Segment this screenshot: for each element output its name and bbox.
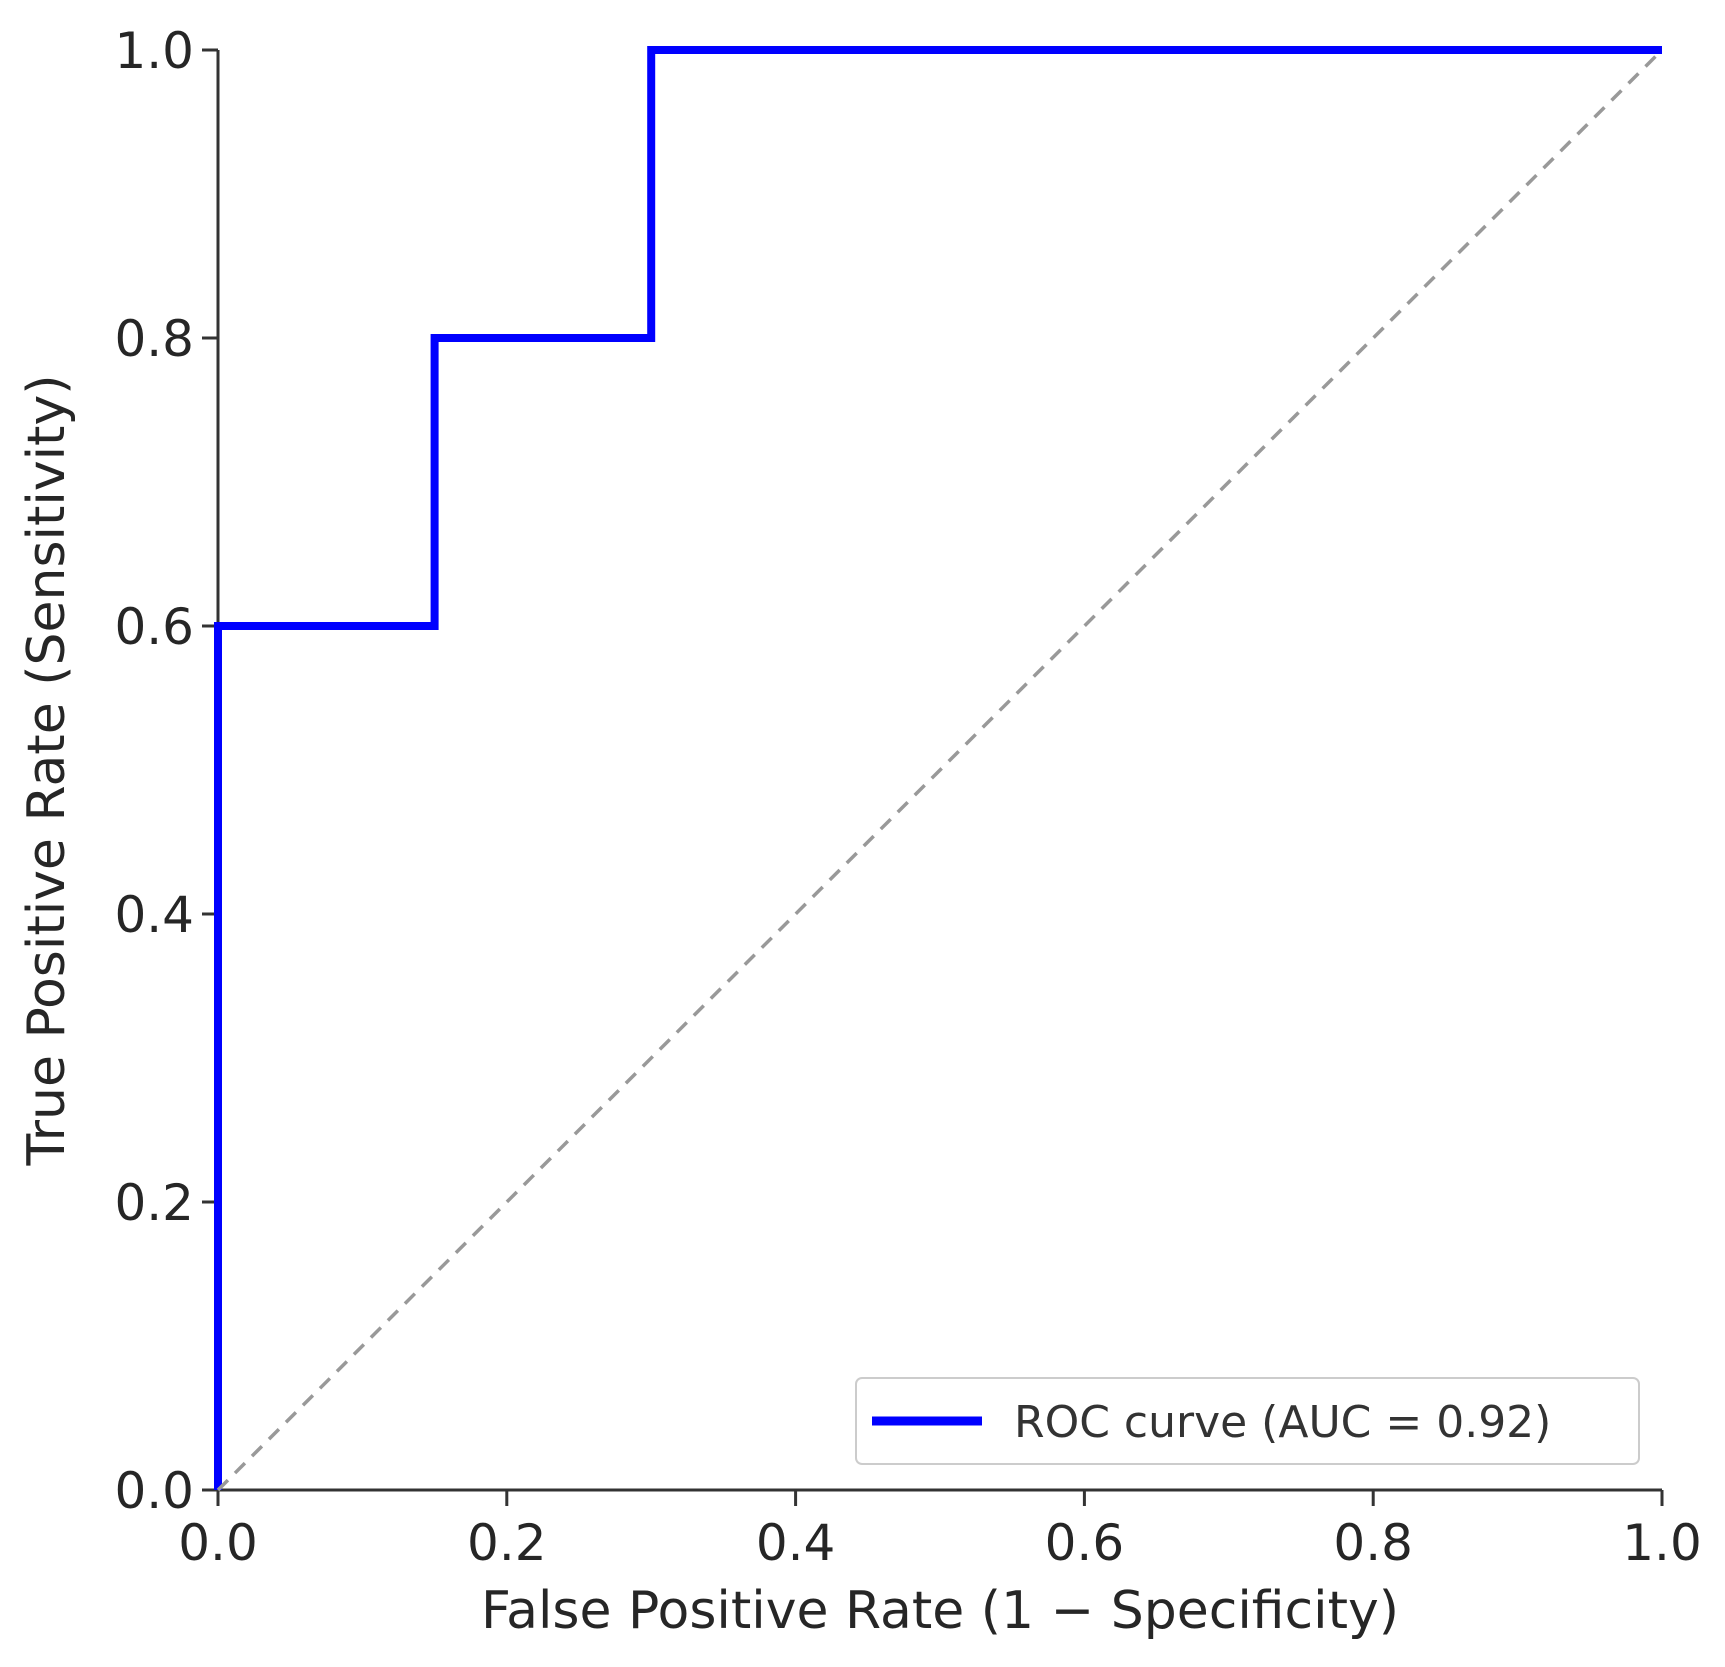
tick-labels: 0.0 0.2 0.4 0.6 0.8 1.0 0.0 0.2 0.4 0.6 0.8 1.0 <box>114 22 1701 1572</box>
x-tick-label: 1.0 <box>1622 1514 1702 1572</box>
legend-label-roc-curve: ROC curve (AUC = 0.92) <box>1014 1397 1551 1448</box>
roc-curve-line <box>214 46 1662 1490</box>
x-tick-label: 0.6 <box>1045 1514 1125 1572</box>
y-tick-label: 0.2 <box>114 1174 194 1232</box>
x-axis-label: False Positive Rate (1 − Specificity) <box>481 1581 1399 1641</box>
chance-diagonal-line <box>216 48 1664 1492</box>
y-tick-label: 0.6 <box>114 598 194 656</box>
plot-area <box>214 46 1664 1492</box>
y-axis-label: True Positive Rate (Sensitivity) <box>17 374 77 1166</box>
legend-box <box>855 1377 1640 1465</box>
x-tick-label: 0.0 <box>178 1514 258 1572</box>
x-tick-label: 0.2 <box>467 1514 547 1572</box>
legend: ROC curve (AUC = 0.92) <box>855 1377 1640 1465</box>
y-tick-label: 1.0 <box>114 22 194 80</box>
x-tick-label: 0.4 <box>756 1514 836 1572</box>
y-tick-label: 0.8 <box>114 310 194 368</box>
x-tick-label: 0.8 <box>1333 1514 1413 1572</box>
y-tick-label: 0.4 <box>114 886 194 944</box>
y-tick-label: 0.0 <box>114 1462 194 1520</box>
